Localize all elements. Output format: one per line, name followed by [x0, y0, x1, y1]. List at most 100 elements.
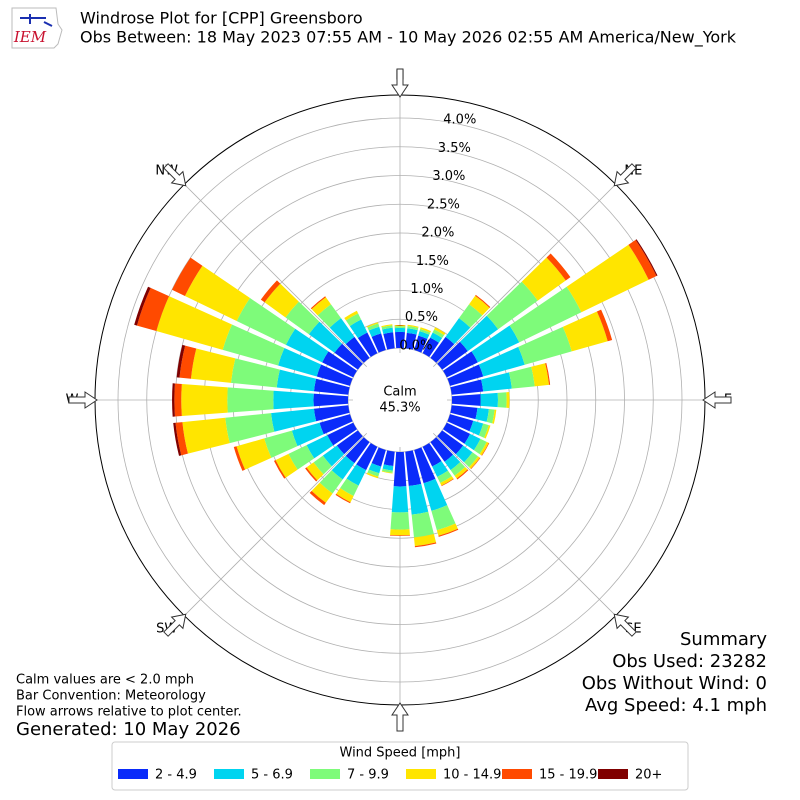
bar-segment: [382, 468, 393, 473]
bar-segment: [406, 328, 418, 335]
bar-segment: [371, 333, 386, 353]
bar-segment: [450, 405, 478, 420]
chart-subtitle: Obs Between: 18 May 2023 07:55 AM - 10 M…: [80, 28, 737, 48]
bar-segment: [329, 318, 355, 345]
generated: Generated: 10 May 2026: [16, 719, 241, 740]
bar-segment: [473, 438, 487, 455]
bar-segment: [407, 325, 419, 331]
bar-segment: [444, 454, 461, 471]
bar-segment: [264, 283, 299, 318]
bar-segment: [184, 265, 250, 322]
bar-segment: [566, 244, 649, 313]
bar-segment: [394, 327, 406, 333]
bar-segment: [394, 326, 406, 329]
bar-segment: [230, 358, 280, 388]
chart-title: Windrose Plot for [CPP] Greensboro: [80, 9, 363, 28]
bar-segment: [340, 478, 359, 496]
bar-segment: [335, 493, 351, 504]
bar-segment: [431, 505, 456, 531]
bar-segment: [310, 296, 326, 310]
bar-segment: [357, 332, 378, 357]
bar-segment: [459, 304, 483, 328]
bar-segment: [273, 460, 286, 479]
bar-segment: [469, 456, 480, 469]
bar-segment: [518, 326, 572, 365]
bar-segment: [443, 351, 478, 378]
bar-segment: [134, 286, 151, 326]
flow-arrow: [163, 613, 187, 637]
bar-segment: [414, 335, 428, 353]
bar-segment: [454, 466, 468, 479]
bar-segment: [456, 469, 469, 480]
bar-segment: [486, 281, 538, 330]
bar-segment: [635, 239, 658, 277]
summary-line: Summary: [680, 629, 767, 650]
bar-segment: [419, 328, 431, 335]
bar-segment: [285, 301, 320, 335]
bar-segment: [225, 413, 275, 444]
bar-segment: [469, 295, 490, 316]
bar-segment: [390, 529, 410, 536]
bar-segment: [236, 298, 296, 345]
bar-segment: [497, 392, 507, 408]
logo-icon: [20, 14, 53, 27]
flow-arrow: [163, 163, 187, 187]
flow-arrow-shape: [702, 391, 732, 409]
bar-segment: [382, 464, 394, 471]
spoke: [184, 184, 368, 368]
bar-segment: [390, 512, 410, 530]
flow-arrow: [613, 163, 637, 187]
bar-segment: [438, 528, 459, 537]
bar-segment: [271, 408, 317, 432]
bar-segment: [156, 296, 232, 350]
bar-segment: [393, 451, 407, 487]
bar-segment: [175, 422, 188, 456]
bar-segment: [430, 437, 454, 462]
legend-label: 7 - 9.9: [347, 768, 389, 783]
legend-swatch: [118, 769, 148, 779]
bar-segment: [288, 445, 315, 470]
bar-segment: [264, 430, 298, 458]
bar-segment: [136, 287, 170, 332]
spoke: [184, 432, 368, 616]
bar-segment: [173, 422, 182, 456]
bar-segment: [459, 315, 499, 352]
bar-segment: [285, 328, 329, 363]
legend-swatch: [310, 769, 340, 779]
legend-label: 10 - 14.9: [443, 768, 501, 783]
bar-segment: [562, 311, 608, 352]
legend-title: Wind Speed [mph]: [340, 746, 461, 761]
bar-segment: [434, 327, 446, 336]
bar-segment: [450, 379, 484, 395]
bar-segment: [423, 478, 448, 511]
flow-arrow-shape: [391, 702, 409, 732]
spoke: [432, 184, 616, 368]
bar-segment: [371, 447, 386, 467]
bar-segment: [381, 471, 393, 474]
r-tick-label: 2.5%: [427, 197, 460, 212]
bar-segment: [464, 433, 481, 451]
legend-label: 20+: [635, 768, 662, 783]
bar-segment: [311, 297, 331, 316]
bar-segment: [233, 446, 246, 471]
bar-segment: [486, 409, 495, 424]
bar-segment: [481, 372, 512, 392]
bar-segment: [451, 394, 481, 406]
flow-arrow: [702, 391, 732, 409]
bar-segment: [308, 321, 343, 353]
bar-segment: [470, 457, 481, 470]
bar-segment: [349, 319, 368, 338]
bar-segment: [181, 383, 228, 417]
bar-segment: [322, 445, 345, 467]
bar-segment: [309, 490, 326, 506]
bar-segment: [346, 464, 367, 486]
bar-segment: [508, 366, 535, 389]
summary: Summary Obs Used: 23282 Obs Without Wind…: [582, 629, 768, 716]
r-tick-label: 1.5%: [416, 254, 449, 269]
bar-segment: [322, 351, 357, 378]
bar-segment: [430, 332, 443, 343]
bars: [134, 239, 658, 548]
bar-segment: [546, 253, 571, 281]
bar-segment: [395, 331, 405, 349]
